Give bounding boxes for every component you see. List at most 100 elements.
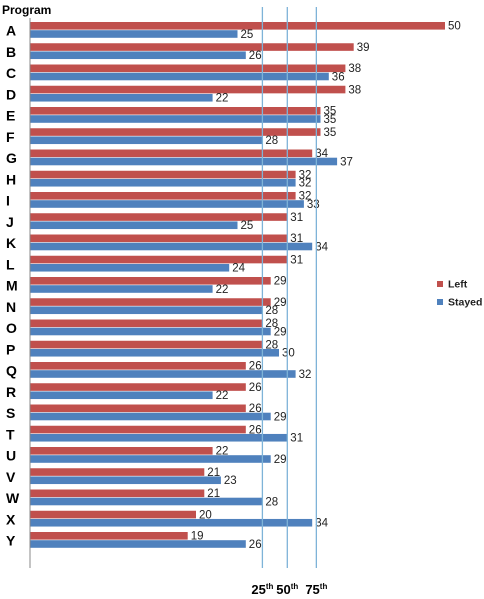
bar-left-L [30,255,288,264]
bar-left-Q [30,362,246,370]
category-label-R: R [6,384,16,400]
category-label-U: U [6,448,16,464]
value-label-stayed-X: 34 [315,518,328,530]
value-label-stayed-I: 33 [307,199,320,211]
value-label-left-D: 38 [348,84,361,96]
value-label-left-L: 31 [290,254,303,266]
bar-stayed-X [30,518,313,527]
bar-left-E [30,107,321,115]
bar-stayed-B [30,51,246,60]
category-label-E: E [6,108,15,124]
category-label-K: K [6,235,16,251]
bar-left-K [30,234,288,243]
value-label-left-N: 29 [274,297,287,309]
bar-left-H [30,170,296,179]
category-label-N: N [6,299,16,315]
bar-stayed-D [30,93,213,102]
value-label-left-Q: 26 [249,361,262,373]
category-label-D: D [6,86,16,102]
value-label-left-T: 26 [249,424,262,436]
value-label-left-F: 35 [324,127,337,139]
bar-left-J [30,213,288,221]
bar-stayed-F [30,136,263,145]
value-label-left-K: 31 [290,233,303,245]
bar-left-R [30,383,246,391]
value-label-stayed-Q: 32 [299,369,312,381]
value-label-left-R: 26 [249,382,262,394]
legend-label-left: Left [448,279,468,291]
bar-stayed-M [30,285,213,293]
value-label-left-C: 38 [348,63,361,75]
value-label-left-W: 21 [207,488,220,500]
bar-stayed-A [30,30,238,38]
bar-stayed-G [30,157,338,166]
bar-stayed-I [30,200,304,208]
category-label-I: I [6,193,10,209]
value-label-stayed-A: 25 [241,29,254,41]
value-label-left-S: 26 [249,403,262,415]
legend: Left Stayed [437,279,482,309]
value-label-stayed-U: 29 [274,454,287,466]
category-label-S: S [6,405,15,421]
value-label-left-Y: 19 [191,531,204,543]
value-label-stayed-K: 34 [315,241,328,253]
bar-stayed-S [30,412,271,421]
legend-swatch-left [437,281,443,287]
value-label-left-G: 34 [315,148,328,160]
bar-stayed-N [30,306,263,315]
category-label-F: F [6,129,15,145]
category-label-O: O [6,320,17,336]
bar-stayed-E [30,115,321,123]
category-label-G: G [6,150,17,166]
value-label-stayed-S: 29 [274,411,287,423]
bar-stayed-U [30,455,271,463]
bar-left-I [30,192,296,200]
bar-stayed-P [30,348,279,357]
value-label-stayed-T: 31 [290,433,303,445]
value-label-stayed-M: 22 [216,284,229,296]
value-label-left-X: 20 [199,509,212,521]
bar-left-C [30,64,346,73]
category-label-V: V [6,469,16,485]
bar-stayed-Q [30,370,296,378]
value-label-stayed-V: 23 [224,475,237,487]
chart-title: Program [2,3,51,17]
bar-left-U [30,447,213,455]
value-label-stayed-B: 26 [249,50,262,62]
value-label-left-E: 35 [324,106,337,118]
category-label-M: M [6,278,18,294]
value-label-stayed-F: 28 [265,135,278,147]
value-label-left-U: 22 [216,446,229,458]
bar-stayed-R [30,391,213,400]
category-label-J: J [6,214,14,230]
value-label-left-M: 29 [274,276,287,288]
category-label-B: B [6,44,16,60]
bar-stayed-K [30,242,313,251]
bar-left-F [30,128,321,136]
bar-stayed-H [30,178,296,187]
value-label-stayed-O: 29 [274,326,287,338]
bar-left-B [30,43,354,51]
bar-left-V [30,468,205,476]
category-label-X: X [6,511,16,527]
value-label-stayed-N: 28 [265,305,278,317]
value-label-stayed-W: 28 [265,496,278,508]
value-label-left-V: 21 [207,467,220,479]
bar-left-T [30,425,246,434]
bar-stayed-C [30,72,329,81]
bar-stayed-J [30,221,238,230]
bar-left-S [30,404,246,413]
category-label-C: C [6,65,16,81]
category-label-W: W [6,490,20,506]
value-label-left-P: 28 [265,339,278,351]
category-label-H: H [6,171,16,187]
category-label-Y: Y [6,533,16,549]
percentile-label-50th: 50th [276,582,298,597]
bar-left-A [30,22,445,30]
bar-stayed-O [30,327,271,336]
value-label-stayed-Y: 26 [249,539,262,551]
bar-stayed-L [30,263,230,272]
bar-left-X [30,510,196,519]
